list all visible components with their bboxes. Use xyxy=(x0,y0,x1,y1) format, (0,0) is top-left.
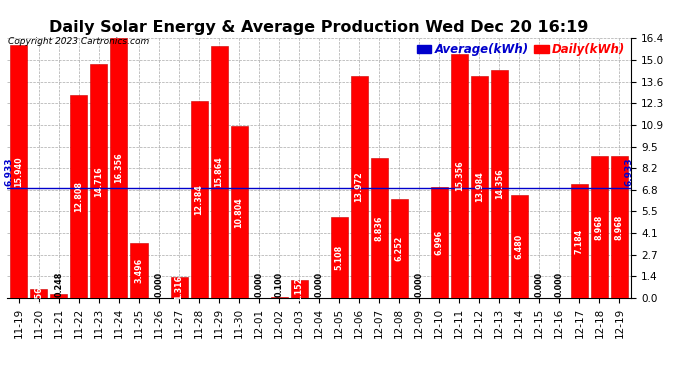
Text: 8.968: 8.968 xyxy=(615,214,624,240)
Bar xyxy=(351,76,368,298)
Text: 0.248: 0.248 xyxy=(55,272,63,297)
Text: 6.252: 6.252 xyxy=(395,236,404,261)
Bar xyxy=(331,217,348,298)
Text: 0.100: 0.100 xyxy=(275,272,284,297)
Bar xyxy=(30,289,48,298)
Text: 16.356: 16.356 xyxy=(115,153,124,183)
Text: 6.480: 6.480 xyxy=(515,234,524,259)
Legend: Average(kWh), Daily(kWh): Average(kWh), Daily(kWh) xyxy=(412,39,630,61)
Bar xyxy=(170,277,188,298)
Bar xyxy=(491,70,508,298)
Text: 5.108: 5.108 xyxy=(335,245,344,270)
Bar xyxy=(511,195,528,298)
Text: 6.996: 6.996 xyxy=(435,230,444,255)
Text: 8.836: 8.836 xyxy=(375,215,384,241)
Text: 13.984: 13.984 xyxy=(475,172,484,202)
Text: 0.000: 0.000 xyxy=(415,272,424,297)
Bar xyxy=(471,76,488,298)
Text: 0.000: 0.000 xyxy=(315,272,324,297)
Text: 0.000: 0.000 xyxy=(535,272,544,297)
Bar xyxy=(110,38,128,298)
Bar xyxy=(210,46,228,298)
Text: 15.356: 15.356 xyxy=(455,161,464,191)
Text: 8.968: 8.968 xyxy=(595,214,604,240)
Bar xyxy=(591,156,608,298)
Bar xyxy=(230,126,248,298)
Bar xyxy=(70,94,88,298)
Bar xyxy=(571,184,588,298)
Text: 3.496: 3.496 xyxy=(135,258,144,283)
Bar xyxy=(130,243,148,298)
Bar xyxy=(190,101,208,298)
Bar xyxy=(290,280,308,298)
Bar xyxy=(611,156,628,298)
Text: 15.940: 15.940 xyxy=(14,156,23,187)
Title: Daily Solar Energy & Average Production Wed Dec 20 16:19: Daily Solar Energy & Average Production … xyxy=(50,20,589,35)
Text: 0.568: 0.568 xyxy=(34,281,43,306)
Bar xyxy=(50,294,68,298)
Text: 12.808: 12.808 xyxy=(75,181,83,212)
Text: 10.804: 10.804 xyxy=(235,197,244,228)
Text: 0.000: 0.000 xyxy=(555,272,564,297)
Bar xyxy=(90,64,108,298)
Bar xyxy=(371,158,388,298)
Text: 14.356: 14.356 xyxy=(495,169,504,200)
Bar xyxy=(270,297,288,298)
Text: 1.316: 1.316 xyxy=(175,275,184,300)
Bar xyxy=(451,54,468,298)
Text: 13.972: 13.972 xyxy=(355,172,364,202)
Text: Copyright 2023 Cartronics.com: Copyright 2023 Cartronics.com xyxy=(8,38,149,46)
Text: 0.000: 0.000 xyxy=(255,272,264,297)
Bar xyxy=(10,45,28,298)
Text: 12.384: 12.384 xyxy=(195,184,204,215)
Text: 6.933: 6.933 xyxy=(625,158,634,186)
Text: 1.152: 1.152 xyxy=(295,276,304,302)
Text: 15.864: 15.864 xyxy=(215,157,224,188)
Text: 7.184: 7.184 xyxy=(575,228,584,254)
Bar xyxy=(431,187,448,298)
Text: 0.000: 0.000 xyxy=(155,272,164,297)
Bar xyxy=(391,199,408,298)
Text: 6.933: 6.933 xyxy=(4,158,13,186)
Text: 14.716: 14.716 xyxy=(95,166,103,196)
